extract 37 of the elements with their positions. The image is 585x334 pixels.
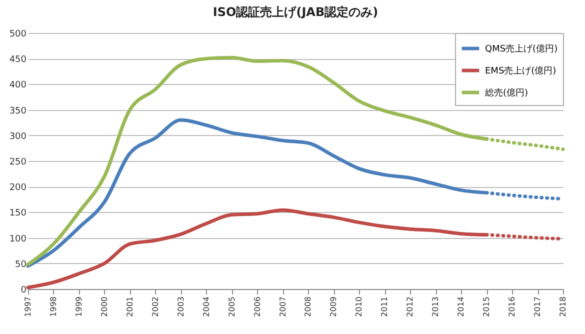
y-tick-label: 50 xyxy=(15,260,27,270)
y-tick-label: 400 xyxy=(9,80,27,91)
x-tick-label: 1998 xyxy=(48,296,58,317)
y-tick-label: 250 xyxy=(9,158,27,168)
x-tick-label: 2002 xyxy=(150,296,160,317)
x-tick-label: 2009 xyxy=(329,296,338,317)
x-tick-label: 2011 xyxy=(380,296,390,317)
x-tick-label: 2008 xyxy=(304,296,313,317)
x-tick-label: 1997 xyxy=(24,296,32,317)
x-tick-label: 2005 xyxy=(227,296,236,317)
x-tick-label: 1999 xyxy=(74,296,84,317)
legend-label: 総売(億円) xyxy=(484,88,528,98)
chart-title: ISO認証売上げ(JAB認定のみ) xyxy=(212,5,378,19)
x-tick-label: 2015 xyxy=(482,296,492,317)
y-tick-label: 350 xyxy=(9,106,27,116)
y-tick-label: 500 xyxy=(9,30,27,40)
x-tick-label: 2013 xyxy=(431,296,440,317)
y-tick-label: 100 xyxy=(9,234,27,244)
x-tick-label: 2000 xyxy=(100,296,109,317)
legend-label: EMS売上げ(億円) xyxy=(485,66,556,76)
x-tick-label: 2018 xyxy=(558,296,568,317)
legend-label: QMS売上げ(億円) xyxy=(485,44,558,54)
y-tick-label: 150 xyxy=(9,208,27,219)
x-tick-label: 2017 xyxy=(533,296,542,317)
y-tick-label: 450 xyxy=(9,55,27,66)
x-tick-label: 2003 xyxy=(176,296,186,317)
x-tick-label: 2001 xyxy=(125,296,134,317)
y-tick-label: 0 xyxy=(20,286,27,296)
y-tick-label: 300 xyxy=(9,132,27,142)
y-tick-label: 200 xyxy=(9,183,27,194)
x-tick-label: 2012 xyxy=(406,296,415,317)
x-tick-label: 2010 xyxy=(354,296,364,317)
x-tick-label: 2004 xyxy=(202,296,211,317)
x-tick-label: 2014 xyxy=(456,296,466,317)
x-tick-label: 2016 xyxy=(508,296,517,317)
x-tick-label: 2007 xyxy=(278,296,288,317)
x-tick-label: 2006 xyxy=(252,296,262,317)
